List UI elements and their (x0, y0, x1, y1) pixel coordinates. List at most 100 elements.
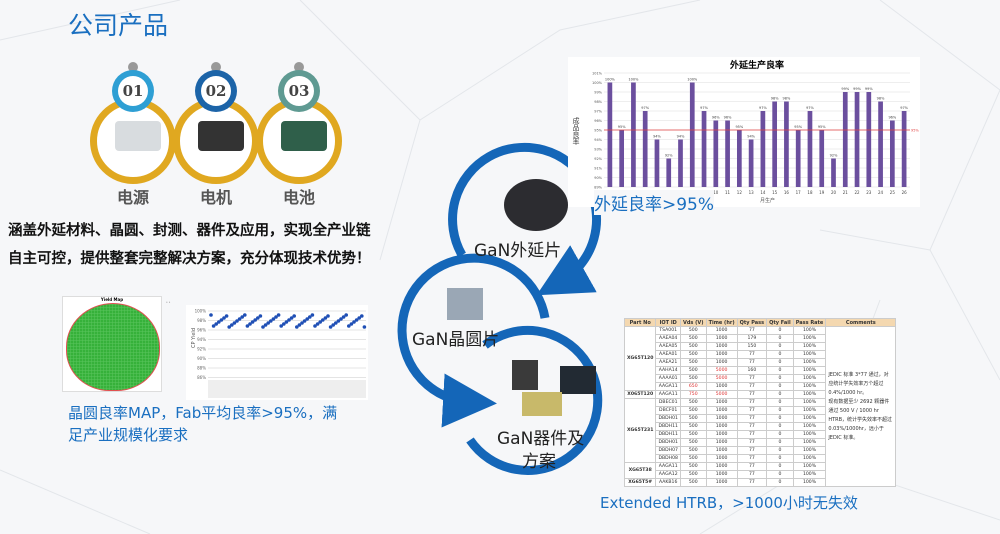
table-cell: DBDH11 (655, 430, 681, 439)
bar (619, 130, 625, 187)
wafer-yield-map: Yield Map (62, 296, 162, 392)
x-tick-label: 11 (725, 190, 731, 195)
data-point (222, 316, 226, 320)
table-cell: 1000 (705, 462, 738, 471)
bar (866, 92, 872, 187)
cycle-step-epi: GaN外延片 (474, 241, 562, 261)
y-tick-label: 100% (592, 81, 603, 85)
table-cell: 77 (736, 414, 768, 423)
y-axis-label: 成品良率 (572, 116, 580, 146)
part-no-cell: XG65T5# (623, 478, 657, 487)
cp-yield-chart: 100% 98% 96% 94% 92% 90% 88% 86% CP Yield (186, 305, 368, 400)
table-cell: 0 (766, 430, 794, 439)
data-point (349, 322, 354, 326)
data-point (287, 318, 291, 322)
column-header: Qty Fail (766, 318, 794, 327)
comment-1: JEDIC 标准 3*77 通过，对应统计学失效率万个超过 0.4%/1000 … (828, 371, 889, 396)
column-header: IOT ID (655, 318, 681, 327)
table-row: AAEA21 500 1000 77 0 100% (625, 358, 896, 367)
table-cell: 100% (792, 430, 827, 439)
table-cell: 100% (792, 406, 827, 415)
table-cell: 100% (792, 446, 827, 455)
table-cell: 100% (792, 470, 827, 479)
table-cell: 1000 (705, 342, 738, 351)
product-3: 03 电池 (254, 62, 344, 207)
bar (666, 158, 672, 187)
data-point (328, 325, 333, 329)
data-label: 97% (759, 106, 767, 110)
data-label: 99% (853, 87, 861, 91)
x-tick-label: 21 (843, 190, 849, 195)
table-cell: 500 (679, 326, 707, 335)
table-cell: AAEA01 (655, 350, 681, 359)
product-1: 01 电源 (88, 62, 178, 207)
cycle-arrow-3 (466, 325, 603, 475)
pin-icon (128, 62, 138, 72)
product-label: 电源 (116, 188, 149, 207)
y-tick-label: 99% (594, 91, 602, 95)
cycle-arrow-1 (448, 142, 602, 296)
data-label: 96% (724, 116, 732, 120)
data-point (284, 320, 289, 324)
table-cell: AAHA14 (655, 366, 681, 375)
x-tick-label: 16 (784, 190, 790, 195)
table-cell: 500 (679, 454, 707, 463)
table-cell: 1000 (705, 382, 738, 391)
table-cell: 1000 (705, 350, 738, 359)
table-cell: 1000 (705, 326, 738, 335)
table-cell: 100% (792, 358, 827, 367)
table-cell: 77 (736, 390, 768, 399)
data-label: 95% (618, 125, 626, 129)
data-point (297, 323, 302, 327)
page-title: 公司产品 (68, 11, 169, 40)
data-point (341, 315, 346, 319)
part-no-cell: X065T120 (623, 390, 657, 399)
x-tick-labels (208, 380, 366, 398)
gan-device-image (512, 360, 538, 390)
data-label: 98% (877, 97, 885, 101)
product-image (281, 121, 327, 151)
table-cell: 150 (736, 342, 768, 351)
y-tick-label: 90% (594, 176, 602, 180)
data-point (279, 324, 283, 328)
table-cell: 500 (679, 406, 707, 415)
table-cell: AAGA12 (655, 470, 681, 479)
data-label: 97% (806, 106, 814, 110)
bar (795, 130, 801, 187)
column-header: Pass Rate (792, 318, 827, 327)
data-label: 100% (628, 78, 639, 82)
data-point (248, 322, 252, 326)
table-row: XG65T38 AAGA11 500 1000 77 0 100% (623, 462, 896, 479)
htrb-caption: Extended HTRB，>1000小时无失效 (600, 494, 858, 512)
table-cell: 500 (679, 422, 707, 431)
table-cell: 1000 (705, 454, 738, 463)
bar (689, 82, 695, 187)
data-point (344, 313, 348, 317)
bar (831, 158, 836, 187)
data-point (323, 316, 328, 320)
table-cell: 77 (736, 446, 768, 455)
table-cell: 100% (792, 414, 827, 423)
table-cell: 0 (766, 438, 794, 447)
data-point (237, 317, 242, 321)
x-tick-label: 17 (796, 190, 802, 195)
bar (642, 111, 648, 187)
data-label: 97% (900, 106, 908, 110)
table-cell: 0 (766, 334, 794, 343)
table-cell: 5000 (705, 374, 738, 383)
data-point (245, 324, 250, 328)
data-label: 96% (712, 116, 720, 120)
table-cell: DBDH01 (655, 414, 681, 423)
table-cell: 0 (766, 342, 794, 351)
table-cell: 100% (792, 478, 827, 487)
data-label: 99% (841, 87, 849, 91)
data-point (258, 314, 263, 318)
table-cell: 100% (792, 454, 827, 463)
table-cell: 100% (792, 382, 827, 391)
table-cell: 500 (679, 358, 707, 367)
data-point (253, 318, 257, 322)
table-cell: 750 (679, 390, 707, 399)
y-tick-label: 98% (197, 318, 206, 323)
wafer-map-legend: • • (166, 300, 171, 304)
data-point (347, 324, 351, 328)
